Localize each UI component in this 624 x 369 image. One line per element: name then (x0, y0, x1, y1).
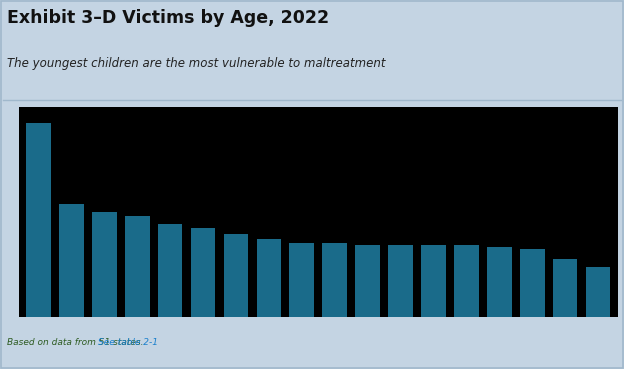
Bar (586, 267, 610, 317)
Bar (388, 245, 413, 317)
Bar (421, 245, 446, 317)
Bar (26, 123, 51, 317)
Bar (158, 224, 182, 317)
Bar (125, 216, 150, 317)
Text: The youngest children are the most vulnerable to maltreatment: The youngest children are the most vulne… (7, 57, 386, 70)
Bar (454, 245, 479, 317)
Text: Exhibit 3–D Victims by Age, 2022: Exhibit 3–D Victims by Age, 2022 (7, 9, 329, 27)
Bar (487, 247, 512, 317)
Bar (191, 228, 215, 317)
Bar (290, 243, 314, 317)
Bar (355, 245, 380, 317)
Bar (323, 243, 347, 317)
Bar (256, 239, 281, 317)
Bar (92, 212, 117, 317)
Bar (59, 204, 84, 317)
Bar (553, 259, 577, 317)
Text: See table 2-1: See table 2-1 (98, 338, 158, 347)
Bar (520, 249, 545, 317)
Bar (223, 234, 248, 317)
Text: Based on data from 51 states.: Based on data from 51 states. (7, 338, 147, 347)
